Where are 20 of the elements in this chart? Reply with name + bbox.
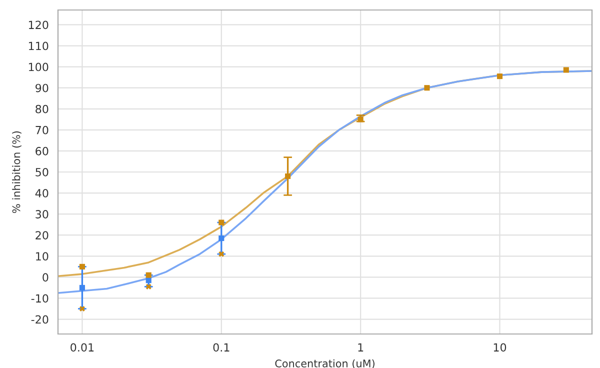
y-tick-label: -20 (31, 315, 48, 324)
y-tick-label: 0 (42, 273, 48, 282)
y-tick-label: 70 (36, 126, 48, 134)
y-tick-label: -10 (31, 294, 48, 303)
y-tick-label: 40 (35, 189, 48, 198)
y-tick-label: 10 (36, 252, 48, 261)
y-tick-label: 110 (28, 42, 48, 50)
y-tick-label: 20 (36, 231, 48, 240)
x-tick-label: 0.1 (213, 343, 230, 352)
y-tick-label: 30 (36, 210, 48, 218)
y-tick-label: 100 (28, 62, 48, 72)
y-tick-label: 120 (28, 20, 48, 30)
y-tick-label: 60 (36, 146, 48, 156)
x-tick-label: 1 (358, 343, 364, 352)
y-tick-label: 90 (36, 84, 48, 92)
y-tick-label: 50 (36, 168, 48, 176)
y-tick-label: 80 (36, 104, 48, 114)
x-tick-label: 10 (494, 343, 506, 352)
y-axis-title: % inhibition (%) (12, 131, 22, 213)
x-tick-label: 0.01 (70, 343, 94, 352)
